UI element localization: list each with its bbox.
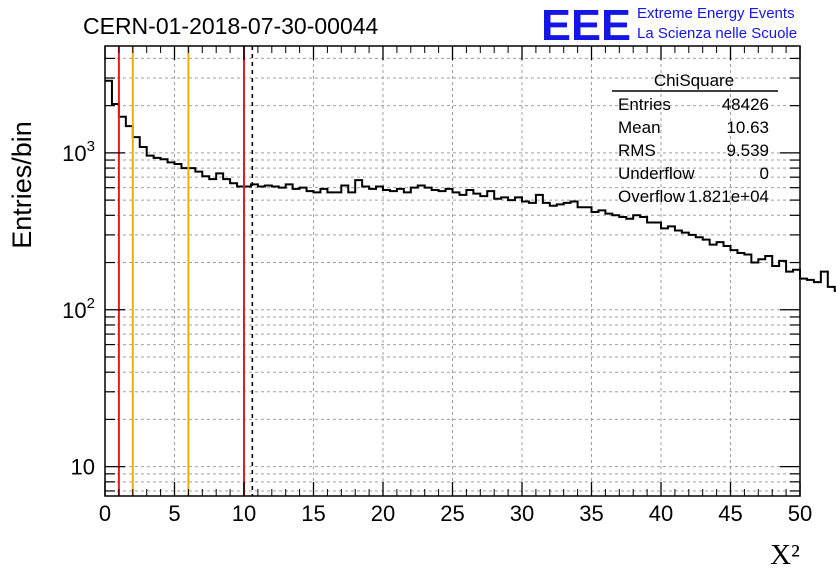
y-tick-label: 10 bbox=[71, 455, 95, 480]
x-tick-label: 5 bbox=[168, 501, 180, 526]
x-tick-label: 50 bbox=[788, 501, 812, 526]
x-tick-label: 20 bbox=[371, 501, 395, 526]
stats-value: 48426 bbox=[722, 95, 769, 114]
stats-label: Entries bbox=[618, 95, 671, 114]
x-tick-label: 15 bbox=[301, 501, 325, 526]
eee-logo: EEE bbox=[541, 1, 631, 50]
y-tick-label: 103 bbox=[62, 138, 95, 166]
cut-lines bbox=[117, 46, 254, 496]
y-tick-label: 102 bbox=[62, 295, 95, 323]
run-title: CERN-01-2018-07-30-00044 bbox=[83, 13, 379, 39]
axis-ticks bbox=[104, 46, 801, 496]
histogram-line bbox=[105, 79, 836, 292]
stats-title: ChiSquare bbox=[654, 71, 734, 90]
stats-value: 9.539 bbox=[726, 141, 769, 160]
stats-value: 10.63 bbox=[726, 118, 769, 137]
x-tick-label: 30 bbox=[510, 501, 534, 526]
x-axis-title: X² bbox=[770, 539, 800, 571]
x-tick-label: 40 bbox=[649, 501, 673, 526]
stats-label: RMS bbox=[618, 141, 656, 160]
project-name: Extreme Energy Events bbox=[637, 5, 795, 22]
x-tick-labels: 0 5 10 15 20 25 30 35 40 45 50 bbox=[99, 501, 812, 526]
stats-box: ChiSquare Entries 48426 Mean 10.63 RMS 9.539 U… bbox=[612, 71, 778, 206]
y-axis-title: Entries/bin bbox=[7, 121, 37, 249]
x-tick-label: 0 bbox=[99, 501, 111, 526]
y-tick-labels: 10 102 103 bbox=[62, 138, 95, 480]
stats-value: 1.821e+04 bbox=[688, 187, 769, 206]
stats-value: 0 bbox=[760, 164, 769, 183]
x-tick-label: 25 bbox=[440, 501, 464, 526]
x-tick-label: 35 bbox=[579, 501, 603, 526]
stats-label: Mean bbox=[618, 118, 661, 137]
grid bbox=[105, 46, 800, 496]
x-tick-label: 10 bbox=[232, 501, 256, 526]
stats-label: Underflow bbox=[618, 164, 695, 183]
x-tick-label: 45 bbox=[718, 501, 742, 526]
stats-label: Overflow bbox=[618, 187, 686, 206]
project-subtitle: La Scienza nelle Scuole bbox=[637, 25, 797, 42]
